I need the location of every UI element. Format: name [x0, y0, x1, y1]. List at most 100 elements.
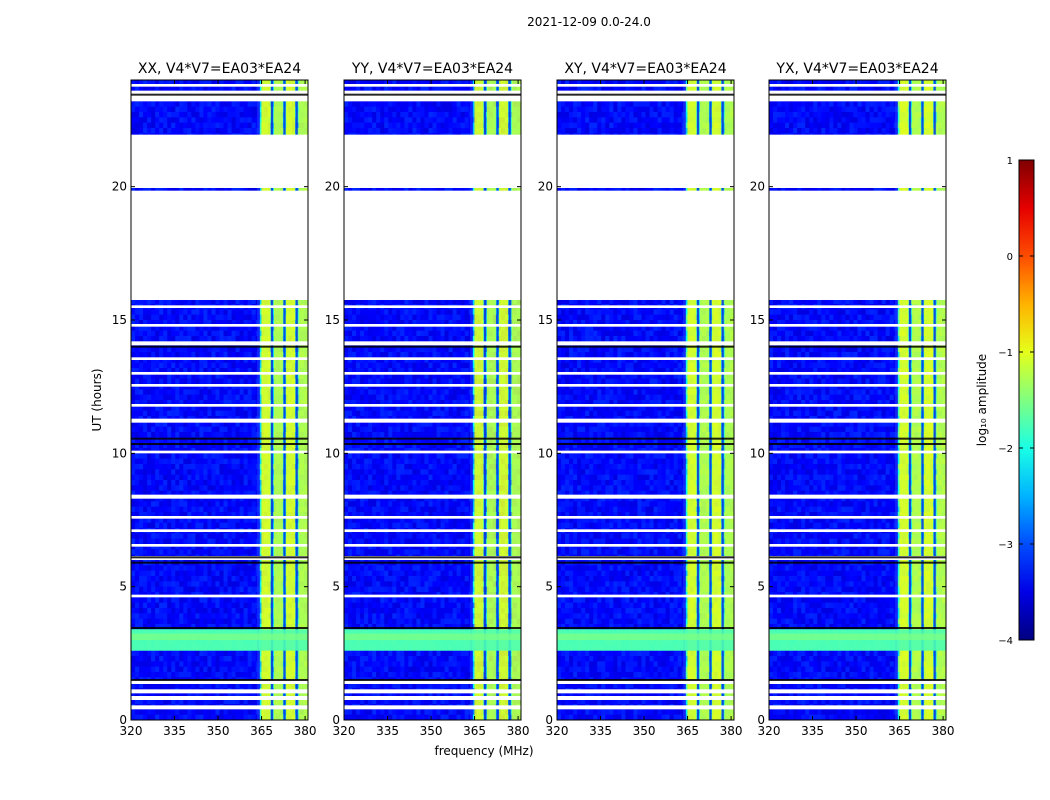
data-gap: [769, 594, 946, 598]
data-gap: [344, 544, 521, 547]
data-gap: [557, 529, 734, 532]
y-tick-label: 20: [750, 180, 765, 194]
data-gap: [769, 404, 946, 407]
colorbar-gradient: [1018, 159, 1035, 641]
data-gap: [131, 680, 308, 684]
y-tick-label: 20: [112, 180, 127, 194]
rfi-channel: [712, 80, 722, 720]
x-tick-label: 365: [676, 724, 699, 738]
panel-frame: [768, 79, 947, 721]
flag-line: [769, 679, 946, 681]
data-gap: [557, 90, 734, 102]
rfi-channel: [924, 80, 934, 720]
flag-line: [557, 627, 734, 629]
flag-line: [131, 679, 308, 681]
rfi-channel: [486, 80, 496, 720]
rfi-channel-separator: [709, 80, 712, 720]
data-gap: [131, 305, 308, 308]
x-tick-label: 335: [589, 724, 612, 738]
data-gap: [557, 418, 734, 423]
panel-xx: XX, V4*V7=EA03*EA24 320 335 350 365 380 0 5 10 15…: [112, 61, 317, 738]
rfi-band-edge: [257, 80, 260, 720]
rfi-channel: [273, 80, 283, 720]
flag-line: [131, 556, 308, 559]
y-tick-label: 15: [325, 313, 340, 327]
x-tick-label: 335: [163, 724, 186, 738]
data-gap: [557, 161, 734, 164]
rfi-channel: [511, 80, 521, 720]
y-tick-label: 15: [750, 313, 765, 327]
colorbar-tick-label: 1: [1007, 156, 1013, 167]
data-gap: [131, 161, 308, 164]
data-gap: [131, 696, 308, 700]
flag-line: [131, 345, 308, 348]
flag-line: [344, 93, 521, 96]
data-gap: [131, 384, 308, 387]
flag-line: [557, 679, 734, 681]
rfi-channel-separator: [921, 80, 924, 720]
x-tick-label: 380: [507, 724, 530, 738]
flag-line: [344, 345, 521, 348]
flag-line: [557, 93, 734, 96]
data-gap: [557, 84, 734, 87]
rfi-channel: [474, 80, 484, 720]
spectrogram-image: [769, 80, 946, 720]
y-tick-label: 5: [757, 580, 765, 594]
rfi-channel: [911, 80, 921, 720]
y-tick-label: 5: [119, 580, 127, 594]
panel-xy: XY, V4*V7=EA03*EA24 320 335 350 365 380 0 5 10 15…: [538, 61, 743, 738]
flag-line: [769, 443, 946, 445]
rfi-band-edge: [683, 80, 686, 720]
broadband-rfi-core: [344, 633, 521, 640]
data-gap: [344, 680, 521, 684]
rfi-channel-separator: [696, 80, 700, 720]
data-gap: [557, 680, 734, 684]
panels-group: XX, V4*V7=EA03*EA24 320 335 350 365 380 0 5 10 15…: [112, 61, 955, 738]
data-gap: [131, 372, 308, 375]
data-gap: [769, 494, 946, 499]
rfi-channel: [724, 80, 734, 720]
y-tick-label: 0: [757, 713, 765, 727]
flag-line: [557, 345, 734, 348]
colorbar: 1 0 −1 −2 −3 −4 log₁₀ amplitude: [975, 156, 1035, 647]
data-gap: [557, 357, 734, 360]
data-gap: [344, 372, 521, 375]
data-gap: [344, 341, 521, 346]
data-gap: [769, 341, 946, 346]
x-tick-label: 350: [420, 724, 443, 738]
colorbar-tick-label: −1: [998, 348, 1013, 359]
spectrogram-image: [131, 80, 308, 720]
data-gap: [344, 594, 521, 598]
x-tick-label: 320: [546, 724, 569, 738]
data-gap: [344, 529, 521, 532]
data-gap: [131, 152, 308, 155]
data-gap: [344, 152, 521, 155]
data-gap: [557, 190, 734, 300]
data-gap: [344, 516, 521, 519]
flag-line: [769, 556, 946, 559]
x-tick-label: 380: [720, 724, 743, 738]
data-gap: [769, 418, 946, 423]
data-gap: [769, 450, 946, 454]
x-tick-label: 335: [801, 724, 824, 738]
flag-line: [344, 561, 521, 564]
panel-title: YY, V4*V7=EA03*EA24: [351, 61, 513, 77]
x-tick-label: 365: [250, 724, 273, 738]
data-gap: [769, 516, 946, 519]
flag-line: [344, 437, 521, 440]
rfi-channel: [899, 80, 909, 720]
data-gap: [557, 152, 734, 155]
data-gap: [344, 494, 521, 499]
flag-line: [344, 627, 521, 629]
panel-frame: [130, 79, 309, 721]
x-tick-label: 380: [932, 724, 955, 738]
panel-frame: [343, 79, 522, 721]
colorbar-tick-label: −4: [998, 636, 1013, 647]
colorbar-tick-label: 0: [1007, 252, 1013, 263]
data-gap: [557, 372, 734, 375]
flag-line: [769, 561, 946, 564]
x-tick-label: 350: [845, 724, 868, 738]
rfi-channel-separator: [270, 80, 274, 720]
flag-line: [344, 556, 521, 559]
x-tick-label: 320: [120, 724, 143, 738]
